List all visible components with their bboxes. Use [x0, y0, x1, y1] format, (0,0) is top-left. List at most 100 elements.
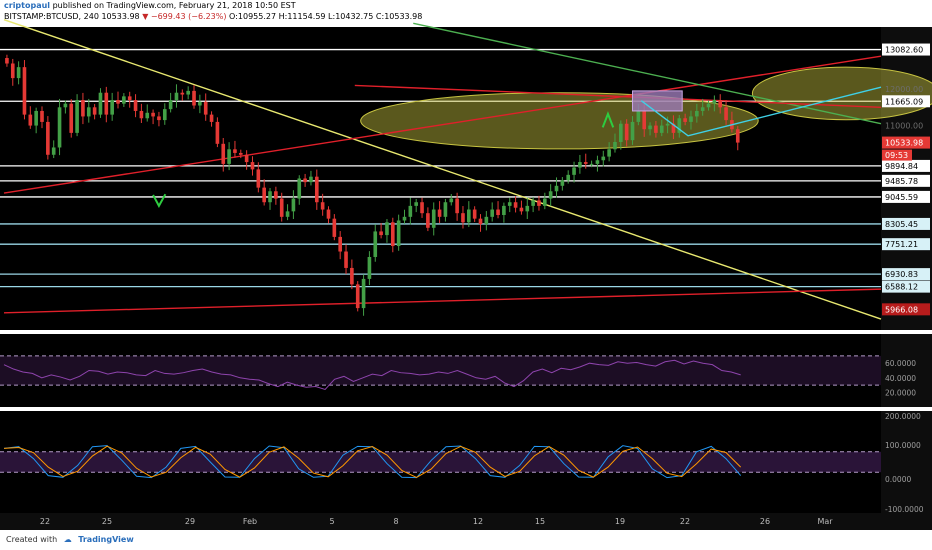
up-arrow-icon: [601, 111, 615, 128]
candle-body: [10, 63, 15, 79]
candle-body: [700, 107, 705, 111]
candle-body: [431, 209, 436, 228]
candle-body: [595, 160, 600, 164]
footer-brand[interactable]: TradingView: [78, 535, 134, 544]
candle-body: [543, 198, 547, 206]
candle-body: [338, 236, 342, 252]
candle-body: [46, 121, 50, 155]
stoch-axis-label: 200.0000: [885, 412, 921, 421]
candle-body: [502, 205, 506, 216]
rsi-axis-label: 40.0000: [885, 374, 916, 383]
symbol-header: BITSTAMP:BTCUSD, 240 10533.98 ▼ −699.43 …: [4, 12, 422, 21]
candle-body: [689, 116, 693, 122]
candle-body: [654, 125, 658, 133]
price-axis-label: 9045.59: [885, 193, 918, 202]
candle-body: [455, 198, 459, 214]
candle-body: [420, 202, 424, 214]
price-axis-label: 7751.21: [885, 240, 918, 249]
candle-body: [461, 213, 465, 223]
candle-body: [198, 101, 202, 106]
time-axis-label: 5: [329, 517, 334, 526]
price-change: −699.43 (−6.23%): [150, 12, 227, 21]
candle-body: [98, 92, 103, 115]
footer-background: [0, 530, 932, 550]
candle-body: [390, 222, 395, 247]
candle-body: [186, 90, 190, 95]
rsi-axis-label: 20.0000: [885, 388, 916, 397]
candle-body: [537, 200, 541, 206]
candle-body: [414, 202, 419, 206]
countdown-label: 09:53: [885, 151, 908, 160]
candle-body: [566, 174, 571, 181]
highlight-ellipse: [360, 92, 759, 150]
candle-body: [648, 125, 652, 130]
price-axis-label: 13082.60: [885, 46, 923, 55]
candle-body: [227, 149, 231, 164]
price-axis-label: 10533.98: [885, 139, 923, 148]
candle-body: [180, 92, 185, 95]
candle-body: [443, 202, 448, 217]
stoch-axis-background: [881, 411, 932, 513]
candle-body: [274, 191, 278, 199]
candle-body: [309, 176, 313, 183]
candle-body: [712, 100, 717, 104]
stoch-d-line: [3, 445, 742, 479]
candle-body: [221, 143, 226, 164]
price-tag: [882, 159, 930, 172]
candle-body: [22, 67, 27, 115]
price-pane-background: [0, 27, 881, 330]
price-axis-label: 11000.00: [885, 122, 923, 131]
candle-body: [472, 209, 477, 219]
price-axis-label: 9485.78: [885, 177, 918, 186]
candle-body: [355, 284, 360, 309]
price-tag: [882, 217, 930, 230]
candle-body: [215, 121, 220, 144]
candle-body: [484, 216, 489, 225]
candle-body: [426, 213, 430, 228]
rsi-line: [3, 359, 741, 391]
candle-body: [735, 129, 740, 143]
candle-body: [665, 123, 670, 126]
candle-body: [695, 110, 699, 117]
candle-body: [279, 198, 284, 217]
candle-body: [683, 118, 687, 122]
tradingview-logo-icon: ☁: [63, 535, 72, 544]
candle-body: [86, 107, 91, 117]
candle-body: [40, 110, 44, 122]
candle-body: [408, 205, 413, 217]
price-axis-label: 6930.83: [885, 270, 918, 279]
time-axis-label: 8: [393, 517, 398, 526]
time-axis-label: 22: [680, 517, 690, 526]
candle-body: [344, 251, 348, 268]
candle-body: [478, 218, 483, 225]
candle-body: [490, 209, 495, 217]
candle-body: [554, 185, 559, 192]
rsi-band: [0, 355, 881, 386]
check-mark-icon: [152, 193, 167, 208]
candle-body: [157, 116, 161, 121]
candle-body: [507, 202, 512, 206]
rsi-axis-background: [881, 334, 932, 407]
candle-body: [238, 152, 243, 155]
candle-body: [81, 100, 85, 117]
ohlc-values: O:10955.27 H:11154.59 L:10432.75 C:10533…: [229, 12, 423, 21]
candle-body: [449, 198, 454, 203]
candle-body: [624, 123, 629, 141]
candle-body: [589, 163, 594, 165]
symbol-label: BITSTAMP:BTCUSD, 240: [4, 12, 99, 21]
candle-body: [560, 180, 565, 186]
candle-body: [724, 107, 728, 121]
price-axis-label: 11665.09: [885, 97, 923, 106]
candle-body: [57, 107, 62, 148]
author-name[interactable]: criptopaul: [4, 1, 51, 10]
candle-body: [63, 103, 68, 108]
candle-body: [677, 118, 682, 133]
candle-body: [162, 109, 167, 121]
candle-body: [209, 114, 214, 122]
candle-body: [572, 167, 576, 175]
candle-body: [402, 216, 407, 221]
candle-body: [104, 92, 109, 115]
time-axis-label: 22: [40, 517, 50, 526]
candle-body: [192, 90, 196, 106]
candle-body: [350, 267, 354, 285]
